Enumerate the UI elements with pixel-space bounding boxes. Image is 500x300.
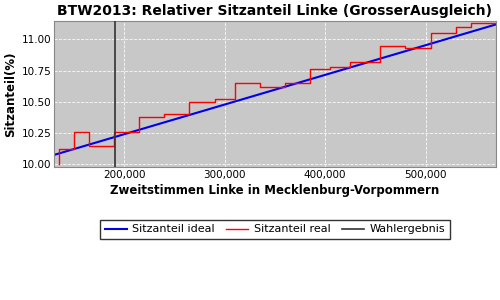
Sitzanteil real (111, 130, 117, 134)
Sitzanteil real (327, 65, 333, 69)
Sitzanteil real (86, 144, 92, 147)
Sitzanteil real (136, 130, 142, 134)
Sitzanteil real (452, 32, 458, 35)
Sitzanteil real (56, 148, 62, 151)
Sitzanteil real (493, 21, 499, 25)
Sitzanteil real (186, 100, 192, 104)
Sitzanteil real (56, 163, 62, 166)
Sitzanteil real (307, 68, 313, 71)
Sitzanteil real (428, 32, 434, 35)
Sitzanteil real (71, 130, 77, 134)
Sitzanteil real (257, 81, 263, 85)
Sitzanteil real (212, 100, 218, 104)
Sitzanteil real (86, 130, 92, 134)
Sitzanteil real (428, 46, 434, 50)
Sitzanteil real (402, 44, 408, 47)
Y-axis label: Sitzanteil(%): Sitzanteil(%) (4, 51, 17, 137)
Sitzanteil real (111, 144, 117, 147)
X-axis label: Zweitstimmen Linke in Mecklenburg-Vorpommern: Zweitstimmen Linke in Mecklenburg-Vorpom… (110, 184, 440, 197)
Sitzanteil real (212, 98, 218, 101)
Legend: Sitzanteil ideal, Sitzanteil real, Wahlergebnis: Sitzanteil ideal, Sitzanteil real, Wahle… (100, 220, 450, 239)
Sitzanteil real (282, 85, 288, 89)
Sitzanteil real (452, 25, 458, 29)
Sitzanteil real (347, 60, 353, 64)
Sitzanteil real (232, 98, 237, 101)
Sitzanteil real (162, 112, 168, 116)
Sitzanteil real (468, 25, 473, 29)
Title: BTW2013: Relativer Sitzanteil Linke (GrosserAusgleich): BTW2013: Relativer Sitzanteil Linke (Gro… (58, 4, 492, 18)
Sitzanteil real (186, 112, 192, 116)
Sitzanteil real (307, 81, 313, 85)
Sitzanteil real (327, 68, 333, 71)
Sitzanteil real (378, 60, 384, 64)
Sitzanteil real (162, 115, 168, 119)
Line: Sitzanteil real: Sitzanteil real (59, 23, 496, 164)
Sitzanteil real (136, 115, 142, 119)
Sitzanteil real (468, 21, 473, 25)
Sitzanteil real (347, 65, 353, 69)
Sitzanteil real (257, 85, 263, 89)
Sitzanteil real (282, 81, 288, 85)
Sitzanteil real (232, 81, 237, 85)
Sitzanteil real (378, 44, 384, 47)
Sitzanteil real (71, 148, 77, 151)
Sitzanteil real (402, 46, 408, 50)
